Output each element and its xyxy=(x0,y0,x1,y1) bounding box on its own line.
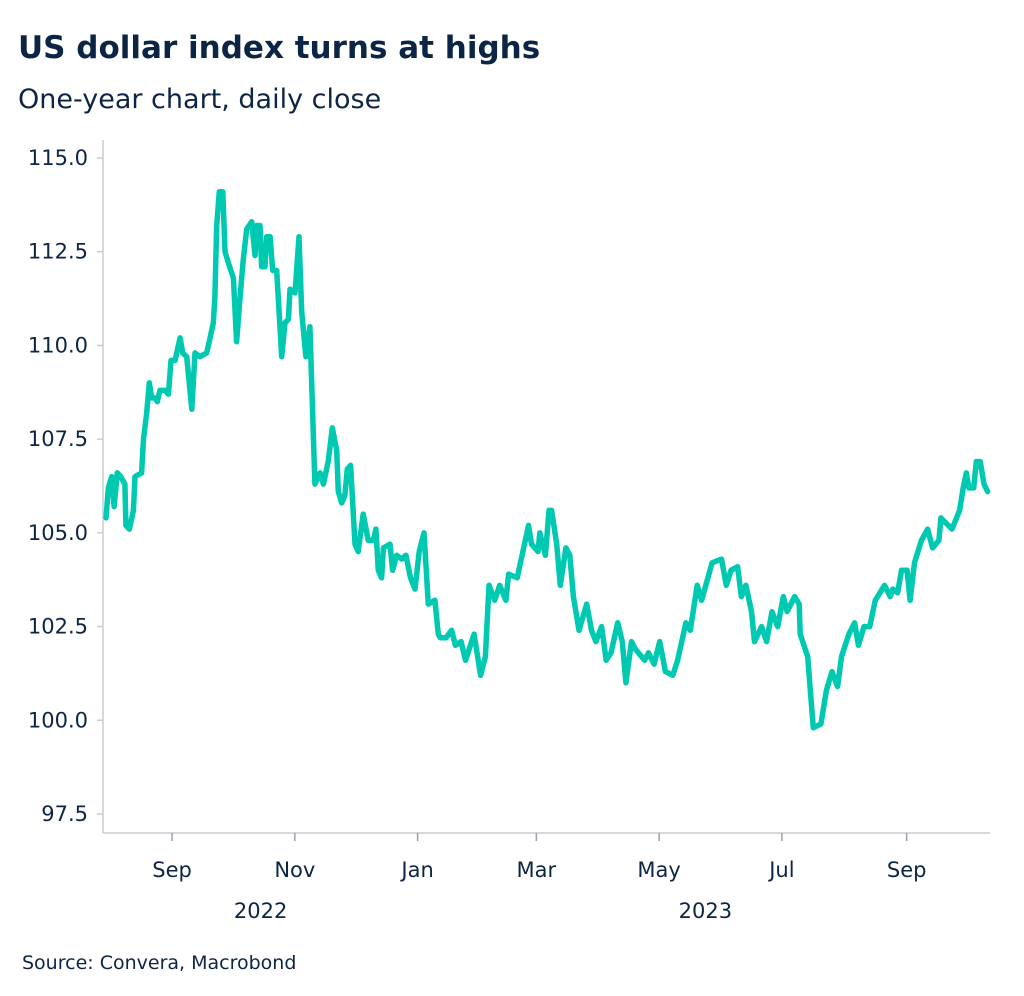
y-tick-label: 100.0 xyxy=(28,708,88,732)
y-axis: 97.5 100.0 102.5 105.0 107.5 110.0 112.5 115.0 xyxy=(28,140,104,833)
y-tick-label: 115.0 xyxy=(28,146,88,170)
x-tick-label: Mar xyxy=(517,858,557,882)
x-tick-label: May xyxy=(637,858,680,882)
source-note: Source: Convera, Macrobond xyxy=(22,952,296,974)
x-tick-label: Sep xyxy=(887,858,927,882)
chart-subtitle: One-year chart, daily close xyxy=(18,84,381,115)
x-tick-label: Jan xyxy=(399,858,433,882)
series-layer xyxy=(103,188,991,731)
y-tick-label: 107.5 xyxy=(28,427,88,451)
x-tick-label: Jul xyxy=(767,858,794,882)
x-tick-label: Sep xyxy=(152,858,192,882)
year-label: 2022 xyxy=(234,899,287,923)
y-tick-label: 110.0 xyxy=(28,333,88,357)
y-tick-label: 97.5 xyxy=(41,802,88,826)
year-label: 2023 xyxy=(679,899,732,923)
y-tick-label: 105.0 xyxy=(28,521,88,545)
x-tick-label: Nov xyxy=(274,858,315,882)
y-tick-label: 112.5 xyxy=(28,240,88,264)
chart-title: US dollar index turns at highs xyxy=(18,30,540,66)
y-tick-label: 102.5 xyxy=(28,615,88,639)
series-line-dollar-index xyxy=(103,188,991,731)
x-axis: Sep Nov Jan Mar May Jul Sep 2022 2023 xyxy=(103,832,990,923)
